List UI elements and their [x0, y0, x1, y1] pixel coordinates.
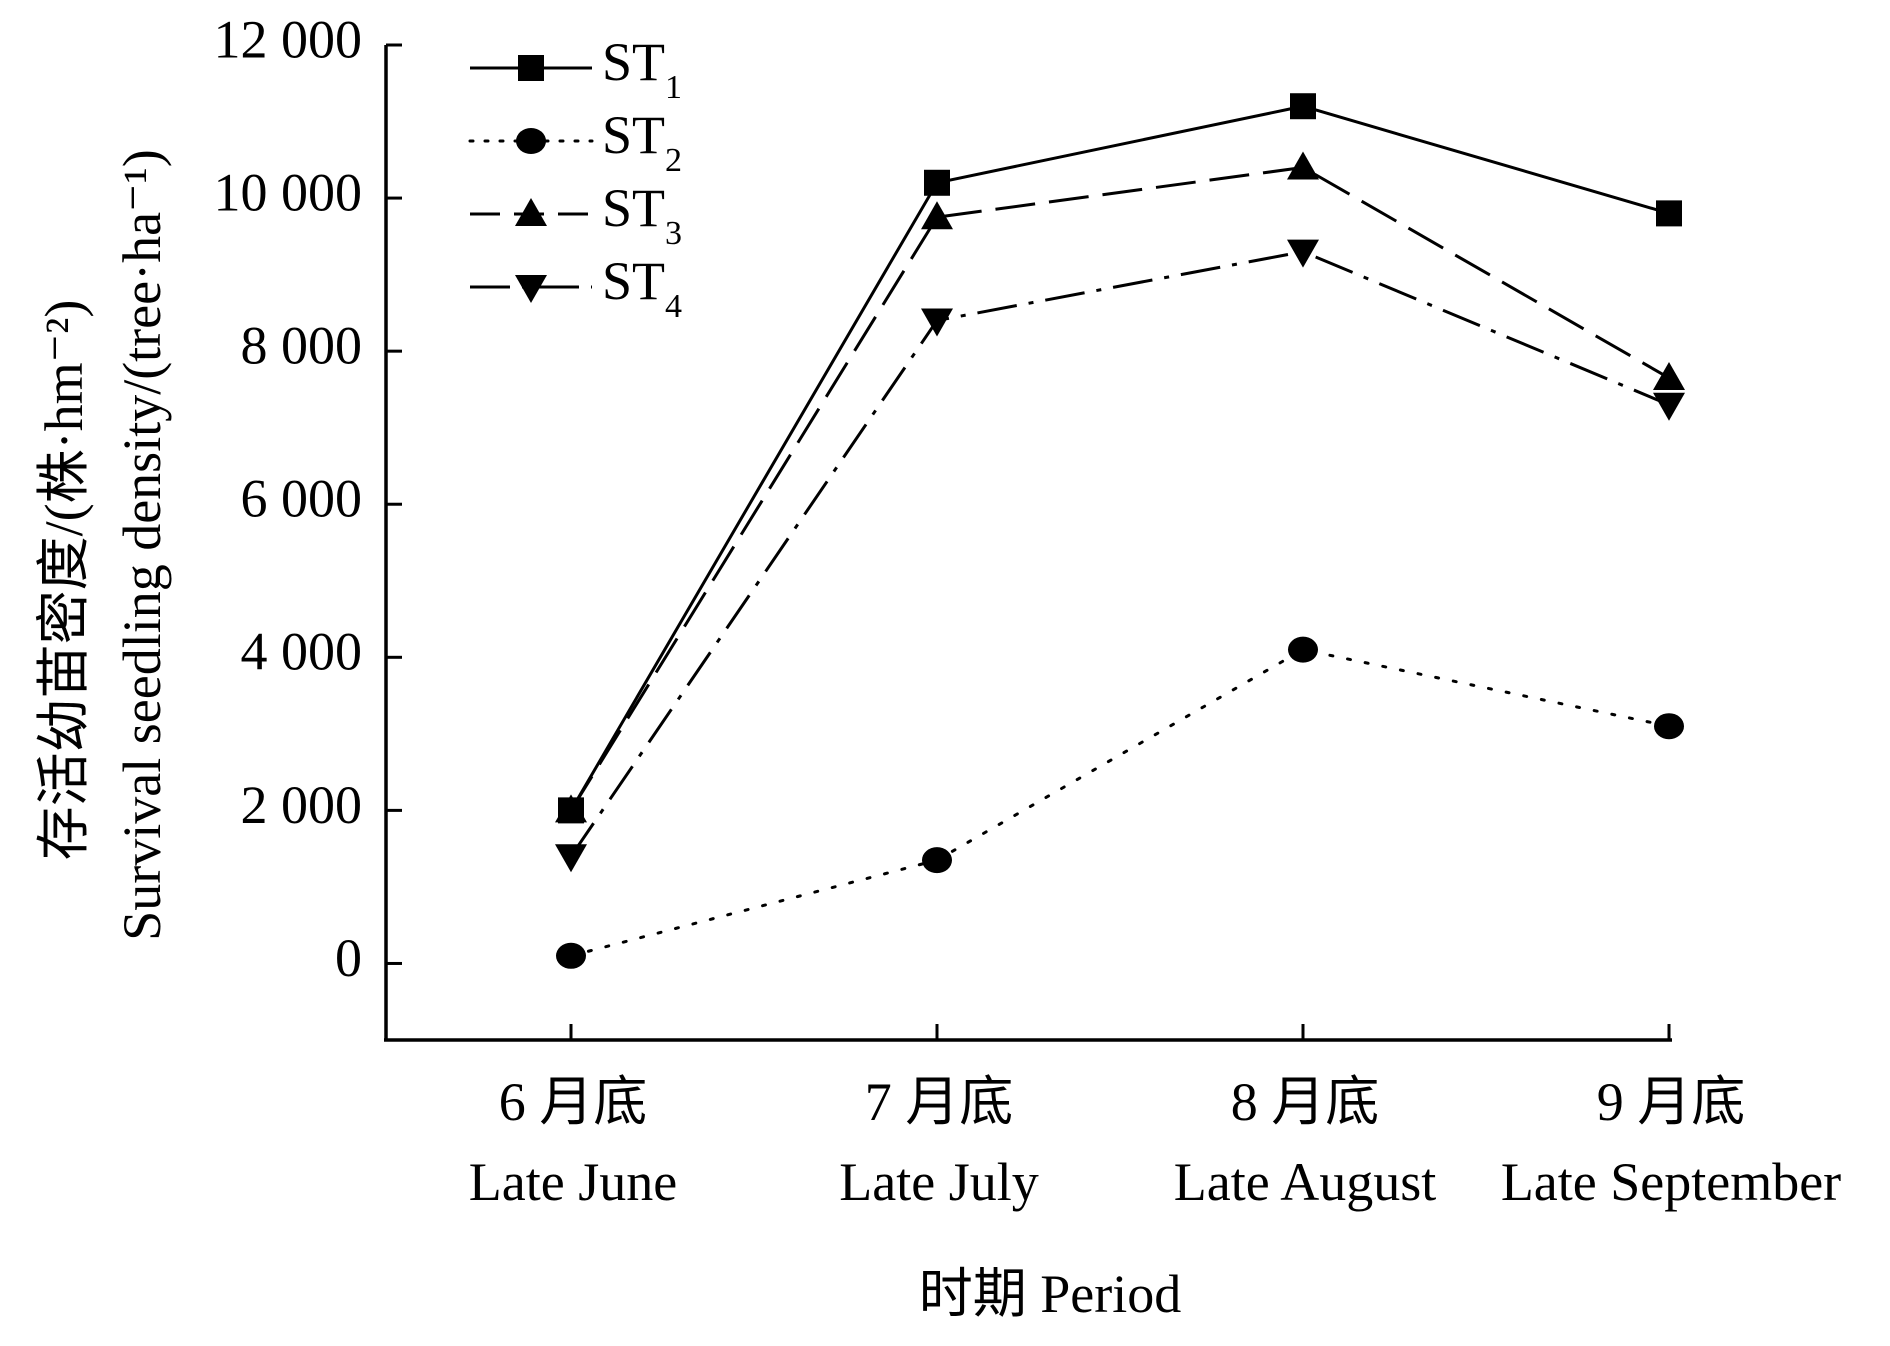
series-st4 — [555, 239, 1685, 873]
y-tick-label: 10 000 — [214, 162, 363, 222]
y-tick-label: 4 000 — [241, 622, 363, 682]
x-tick-label-en: Late July — [839, 1152, 1038, 1212]
x-tick-label-en: Late September — [1501, 1152, 1841, 1212]
legend-marker — [516, 128, 546, 154]
legend-marker — [518, 55, 544, 81]
y-axis-title-cn: 存活幼苗密度/(株·hm⁻²) — [34, 300, 94, 861]
data-point — [1653, 392, 1685, 421]
legend-item: ST4 — [470, 251, 682, 325]
data-point — [924, 169, 950, 196]
y-tick-label: 8 000 — [241, 316, 363, 376]
legend-item: ST3 — [470, 178, 682, 252]
data-point — [1656, 200, 1682, 227]
legend-item: ST1 — [470, 32, 682, 106]
x-tick-label-cn: 7 月底 — [865, 1072, 1014, 1132]
data-point — [1654, 713, 1684, 740]
series-layer — [555, 93, 1685, 969]
legend-marker — [515, 275, 547, 303]
series-st1 — [558, 93, 1682, 824]
y-axis-title-en: Survival seedling density/(tree·ha⁻¹) — [112, 149, 172, 940]
data-point — [1288, 636, 1318, 663]
legend-label: ST4 — [602, 251, 682, 324]
y-tick-label: 12 000 — [214, 9, 363, 69]
data-point — [1287, 239, 1319, 268]
data-point — [1653, 361, 1685, 390]
series-line — [569, 648, 1671, 958]
legend-label: ST1 — [602, 32, 682, 105]
legend-marker — [515, 198, 547, 226]
y-tick-label: 2 000 — [241, 775, 363, 835]
y-tick-label: 6 000 — [241, 469, 363, 529]
x-tick-label-en: Late August — [1174, 1152, 1436, 1212]
data-point — [556, 942, 586, 969]
y-tick-label: 0 — [335, 928, 362, 988]
data-point — [922, 847, 952, 874]
x-tick-label-cn: 8 月底 — [1231, 1072, 1380, 1132]
legend-item: ST2 — [468, 105, 682, 179]
x-tick-label-cn: 6 月底 — [499, 1072, 648, 1132]
axes: 0 2 000 4 000 6 000 8 000 10 000 12 000 6 月底 Lat… — [214, 9, 1842, 1212]
data-point — [921, 201, 953, 230]
x-tick-label-en: Late June — [469, 1152, 677, 1212]
series-line — [569, 104, 1670, 812]
series-st2 — [556, 636, 1684, 969]
x-axis-title: 时期 Period — [919, 1264, 1182, 1324]
series-line — [569, 250, 1670, 858]
x-tick-label-cn: 9 月底 — [1597, 1072, 1746, 1132]
data-point — [555, 794, 587, 823]
data-point — [1290, 93, 1316, 120]
legend-label: ST3 — [602, 178, 682, 251]
series-st3 — [555, 151, 1685, 823]
data-point — [1287, 151, 1319, 180]
data-point — [921, 308, 953, 337]
data-point — [555, 844, 587, 873]
series-line — [569, 165, 1670, 812]
legend-label: ST2 — [602, 105, 682, 178]
